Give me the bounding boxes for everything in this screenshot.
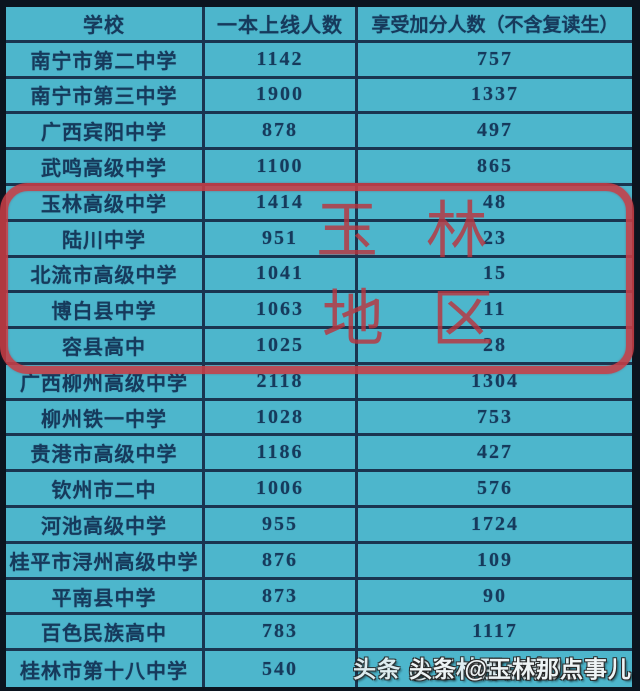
school-name-cell: 广西宾阳中学: [6, 114, 205, 151]
school-name-cell: 广西柳州高级中学: [6, 364, 205, 401]
school-name-cell: 河池高级中学: [6, 508, 205, 544]
school-name-cell: 桂平市浔州高级中学: [6, 543, 205, 580]
school-name-cell: 武鸣高级中学: [6, 150, 205, 186]
tier1-count-cell: 1025: [205, 329, 358, 365]
bonus-count-cell: 576: [358, 472, 632, 509]
tier1-count-cell: 1041: [205, 257, 358, 294]
bonus-count-cell: 109: [358, 543, 632, 580]
school-name-cell: 桂林市第十八中学: [6, 651, 205, 687]
school-name-cell: 容县高中: [6, 329, 205, 365]
column-header-school: 学校: [6, 7, 205, 43]
bonus-count-cell: 497: [358, 114, 632, 151]
school-name-cell: 百色民族高中: [6, 615, 205, 652]
tier1-count-cell: 1028: [205, 400, 358, 437]
bonus-count-cell: 23: [358, 221, 632, 258]
column-header-bonus-count: 享受加分人数（不含复读生）: [358, 7, 632, 43]
school-name-cell: 柳州铁一中学: [6, 400, 205, 437]
bonus-count-cell: 427: [358, 436, 632, 473]
school-name-cell: 玉林高级中学: [6, 185, 205, 222]
tier1-count-cell: 955: [205, 508, 358, 544]
tier1-count-cell: 876: [205, 543, 358, 580]
tier1-count-cell: 1063: [205, 293, 358, 330]
tier1-count-cell: 783: [205, 615, 358, 652]
column-header-tier1-count: 一本上线人数: [205, 7, 358, 43]
bonus-count-cell: 1337: [358, 78, 632, 115]
tier1-count-cell: 1100: [205, 150, 358, 186]
school-name-cell: 贵港市高级中学: [6, 436, 205, 473]
bonus-count-cell: 753: [358, 400, 632, 437]
bonus-count-cell: 48: [358, 185, 632, 222]
bonus-count-cell: 757: [358, 42, 632, 79]
tier1-count-cell: 951: [205, 221, 358, 258]
tier1-count-cell: 540: [205, 651, 358, 687]
tier1-count-cell: 873: [205, 579, 358, 616]
school-name-cell: 陆川中学: [6, 221, 205, 258]
bonus-count-cell: 1304: [358, 364, 632, 401]
tier1-count-cell: 1006: [205, 472, 358, 509]
school-name-cell: 南宁市第三中学: [6, 78, 205, 115]
bonus-count-cell: 15: [358, 257, 632, 294]
tier1-count-cell: 878: [205, 114, 358, 151]
bonus-count-cell: 28: [358, 329, 632, 365]
tier1-count-cell: 1142: [205, 42, 358, 79]
tier1-count-cell: 2118: [205, 364, 358, 401]
school-name-cell: 钦州市二中: [6, 472, 205, 509]
bonus-count-cell: 11: [358, 293, 632, 330]
school-name-cell: 北流市高级中学: [6, 257, 205, 294]
school-name-cell: 南宁市第二中学: [6, 42, 205, 79]
bonus-count-cell: 1724: [358, 508, 632, 544]
bonus-count-cell: 865: [358, 150, 632, 186]
tier1-count-cell: 1186: [205, 436, 358, 473]
school-name-cell: 博白县中学: [6, 293, 205, 330]
bonus-count-cell: 90: [358, 579, 632, 616]
school-name-cell: 平南县中学: [6, 579, 205, 616]
tier1-count-cell: 1414: [205, 185, 358, 222]
tier1-count-cell: 1900: [205, 78, 358, 115]
bonus-count-cell: 1117: [358, 615, 632, 652]
bonus-count-cell: [358, 651, 632, 687]
